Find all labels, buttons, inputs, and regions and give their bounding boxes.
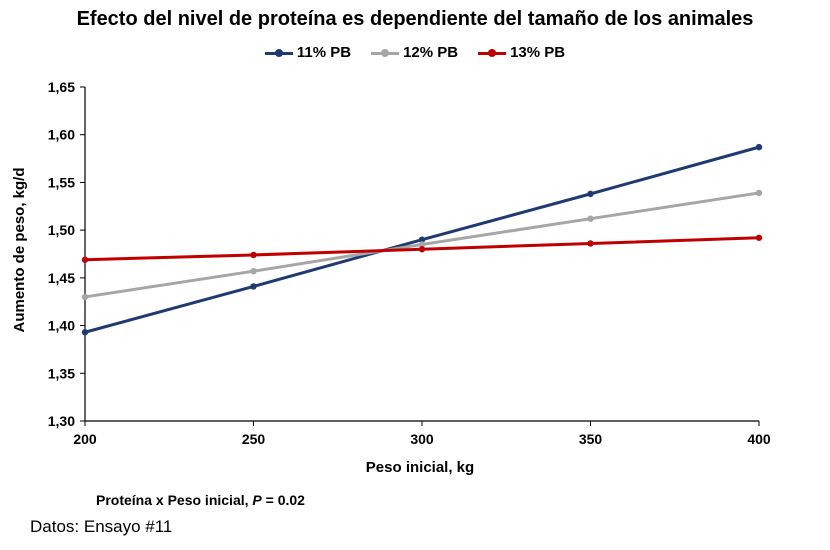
- y-tick-label: 1,50: [48, 222, 75, 238]
- legend-swatch-11pb: [264, 47, 293, 59]
- x-tick-label: 400: [747, 431, 771, 447]
- legend-label-11pb: 11% PB: [296, 44, 352, 61]
- y-tick-label: 1,45: [48, 270, 75, 286]
- data-point: [587, 215, 594, 222]
- stats-note: Proteína x Peso inicial, P = 0.02: [96, 492, 305, 508]
- data-point: [418, 246, 426, 253]
- data-point: [418, 241, 426, 248]
- data-point: [250, 251, 257, 259]
- legend-label-12pb: 12% PB: [403, 44, 459, 61]
- y-tick-label: 1,60: [48, 127, 75, 143]
- stats-p-symbol: P: [252, 492, 262, 508]
- stats-suffix: = 0.02: [261, 492, 305, 508]
- series-layer: [81, 143, 763, 336]
- y-tick-label: 1,35: [48, 365, 75, 381]
- data-point: [755, 234, 763, 241]
- y-tick-label: 1,40: [48, 318, 75, 334]
- legend-item-11pb: 11% PB: [264, 44, 352, 61]
- x-tick-label: 350: [579, 431, 603, 447]
- data-point: [755, 143, 763, 151]
- series-11-pb: [81, 143, 763, 336]
- legend-label-13pb: 13% PB: [510, 44, 566, 61]
- series-13-pb: [81, 234, 763, 263]
- data-point: [418, 236, 426, 243]
- x-tick-label: 250: [242, 431, 266, 447]
- legend-swatch-13pb: [478, 47, 507, 59]
- legend-item-13pb: 13% PB: [478, 44, 565, 61]
- y-axis-title: Aumento de peso, kg/d: [11, 167, 28, 332]
- legend-item-12pb: 12% PB: [371, 44, 458, 61]
- x-tick-label: 200: [73, 431, 97, 447]
- y-tick-label: 1,55: [48, 174, 75, 190]
- data-point: [81, 293, 89, 301]
- y-tick-label: 1,30: [48, 413, 75, 429]
- data-point: [587, 190, 594, 198]
- y-tick-label: 1,65: [48, 79, 75, 95]
- data-point: [587, 240, 594, 247]
- x-axis-title: Peso inicial, kg: [366, 459, 474, 476]
- data-point: [250, 283, 257, 290]
- chart-title: Efecto del nivel de proteína es dependie…: [76, 8, 754, 30]
- stats-prefix: Proteína x Peso inicial,: [96, 492, 253, 508]
- data-point: [81, 329, 89, 336]
- axes: 1,30 1,35 1,40 1,45 1,50 1,55 1,60 1,65 200 250 30…: [48, 79, 771, 447]
- source-note: Datos: Ensayo #11: [30, 517, 173, 536]
- legend: 11% PB 12% PB 13% PB: [0, 44, 830, 61]
- x-tick-label: 300: [410, 431, 434, 447]
- series-12-pb: [81, 189, 763, 301]
- data-point: [755, 189, 763, 197]
- data-point: [250, 267, 257, 275]
- data-point: [81, 256, 89, 263]
- legend-swatch-12pb: [371, 47, 400, 59]
